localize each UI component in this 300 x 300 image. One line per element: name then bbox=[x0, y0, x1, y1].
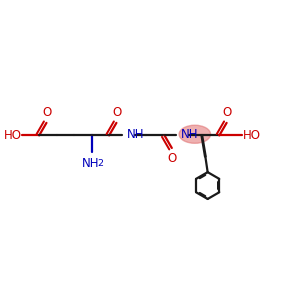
Text: HO: HO bbox=[4, 129, 22, 142]
Text: NH: NH bbox=[82, 157, 100, 170]
Text: HO: HO bbox=[243, 129, 261, 142]
Text: O: O bbox=[223, 106, 232, 118]
Text: NH: NH bbox=[127, 128, 144, 141]
Text: NH: NH bbox=[181, 128, 199, 141]
Text: O: O bbox=[168, 152, 177, 165]
Text: O: O bbox=[112, 106, 122, 118]
Text: 2: 2 bbox=[98, 159, 103, 168]
Ellipse shape bbox=[179, 125, 211, 143]
Text: O: O bbox=[42, 106, 52, 118]
